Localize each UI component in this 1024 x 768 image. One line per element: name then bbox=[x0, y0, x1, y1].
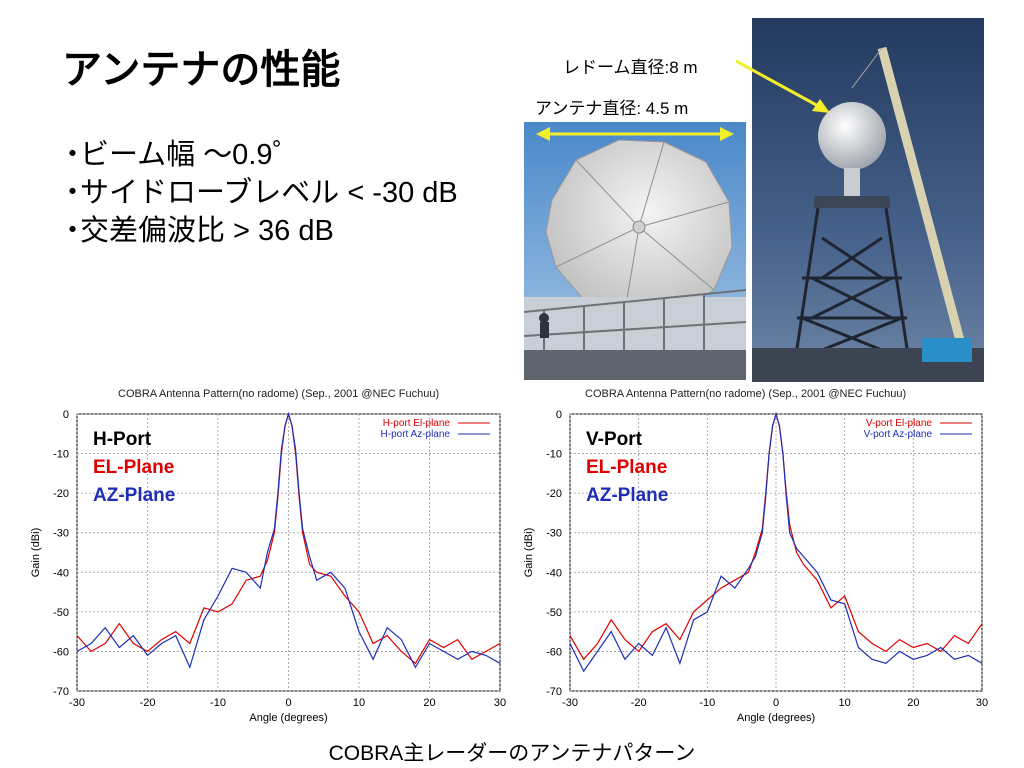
y-tick-label: -20 bbox=[546, 488, 562, 500]
legend-label: V-port El-plane bbox=[866, 418, 933, 429]
figure-caption: COBRA主レーダーのアンテナパターン bbox=[328, 742, 696, 765]
bullet-cross-polarization: ・交差偏波比 > 36 dB bbox=[58, 212, 458, 250]
annotation-label: EL-Plane bbox=[93, 457, 174, 478]
y-tick-label: -40 bbox=[53, 567, 69, 579]
y-tick-label: -30 bbox=[53, 528, 69, 540]
spec-bullet-list: ・ビーム幅 ～0.9゜ ・サイドローブレベル < -30 dB ・交差偏波比 >… bbox=[58, 136, 458, 250]
x-tick-label: 20 bbox=[423, 697, 435, 709]
y-axis-label: Gain (dBi) bbox=[523, 528, 535, 578]
bullet-text: サイドローブレベル < -30 dB bbox=[80, 177, 458, 209]
x-tick-label: 0 bbox=[773, 697, 779, 709]
chart-h-port-plot: -30 -20 -10 0 10 20 30 0 -10 -20 -30 -40 -50 -60 -70 An… bbox=[30, 409, 506, 724]
bullet-marker: ・ bbox=[58, 177, 88, 209]
radome-diameter-label: レドーム直径:8 m bbox=[563, 58, 698, 77]
legend-label: H-port Az-plane bbox=[381, 429, 451, 440]
antenna-dish-photo bbox=[524, 122, 746, 380]
plot-frame bbox=[76, 413, 501, 692]
x-tick-label: 10 bbox=[839, 697, 851, 709]
radome-arrow-icon bbox=[735, 59, 830, 113]
annotation-label: V-Port bbox=[586, 429, 643, 450]
x-tick-label: -30 bbox=[562, 697, 578, 709]
y-tick-label: -10 bbox=[546, 449, 562, 461]
y-tick-label: 0 bbox=[556, 409, 562, 421]
annotation-label: EL-Plane bbox=[586, 457, 667, 478]
y-axis-label: Gain (dBi) bbox=[30, 528, 42, 578]
antenna-diameter-label: アンテナ直径: 4.5 m bbox=[535, 99, 689, 118]
annotation-label: AZ-Plane bbox=[93, 485, 175, 506]
legend-label: V-port Az-plane bbox=[864, 429, 933, 440]
series-line-az-plane bbox=[76, 411, 501, 670]
bullet-marker: ・ bbox=[58, 139, 88, 171]
bullet-text: 交差偏波比 > 36 dB bbox=[80, 215, 334, 247]
y-tick-label: -50 bbox=[546, 607, 562, 619]
x-tick-label: -20 bbox=[140, 697, 156, 709]
y-tick-label: -70 bbox=[53, 686, 69, 698]
chart-title: COBRA Antenna Pattern(no radome) (Sep., … bbox=[585, 388, 907, 400]
y-tick-label: -70 bbox=[546, 686, 562, 698]
bullet-marker: ・ bbox=[58, 215, 88, 247]
chart-v-port-plot: -30 -20 -10 0 10 20 30 0 -10 -20 -30 -40 -50 -60 -70 An… bbox=[523, 409, 988, 724]
y-tick-label: -40 bbox=[546, 567, 562, 579]
x-tick-label: -30 bbox=[69, 697, 85, 709]
chart-v-port: COBRA Antenna Pattern(no radome) (Sep., … bbox=[512, 384, 1024, 734]
plot-frame bbox=[569, 413, 983, 692]
x-tick-label: -20 bbox=[631, 697, 647, 709]
bullet-text: ビーム幅 ～0.9゜ bbox=[80, 139, 302, 171]
x-tick-label: -10 bbox=[210, 697, 226, 709]
x-tick-label: 20 bbox=[907, 697, 919, 709]
radome-tower-photo bbox=[752, 18, 984, 382]
x-tick-label: 30 bbox=[976, 697, 988, 709]
slide-title: アンテナの性能 bbox=[62, 48, 341, 92]
bullet-sidelobe-level: ・サイドローブレベル < -30 dB bbox=[58, 174, 458, 212]
bullet-beam-width: ・ビーム幅 ～0.9゜ bbox=[58, 136, 458, 174]
x-tick-label: 0 bbox=[285, 697, 291, 709]
x-axis-label: Angle (degrees) bbox=[737, 712, 815, 724]
chart-h-port: COBRA Antenna Pattern(no radome) (Sep., … bbox=[0, 384, 512, 734]
y-tick-label: -20 bbox=[53, 488, 69, 500]
y-tick-label: -30 bbox=[546, 528, 562, 540]
y-tick-label: -60 bbox=[546, 646, 562, 658]
chart-title: COBRA Antenna Pattern(no radome) (Sep., … bbox=[118, 388, 440, 400]
y-tick-label: -60 bbox=[53, 646, 69, 658]
series-line-az-plane bbox=[569, 411, 983, 673]
annotation-label: AZ-Plane bbox=[586, 485, 668, 506]
y-tick-label: -50 bbox=[53, 607, 69, 619]
x-tick-label: 10 bbox=[353, 697, 365, 709]
legend-label: H-port El-plane bbox=[383, 418, 451, 429]
y-tick-label: -10 bbox=[53, 449, 69, 461]
x-tick-label: 30 bbox=[494, 697, 506, 709]
y-tick-label: 0 bbox=[63, 409, 69, 421]
x-tick-label: -10 bbox=[699, 697, 715, 709]
annotation-label: H-Port bbox=[93, 429, 152, 450]
x-axis-label: Angle (degrees) bbox=[249, 712, 327, 724]
